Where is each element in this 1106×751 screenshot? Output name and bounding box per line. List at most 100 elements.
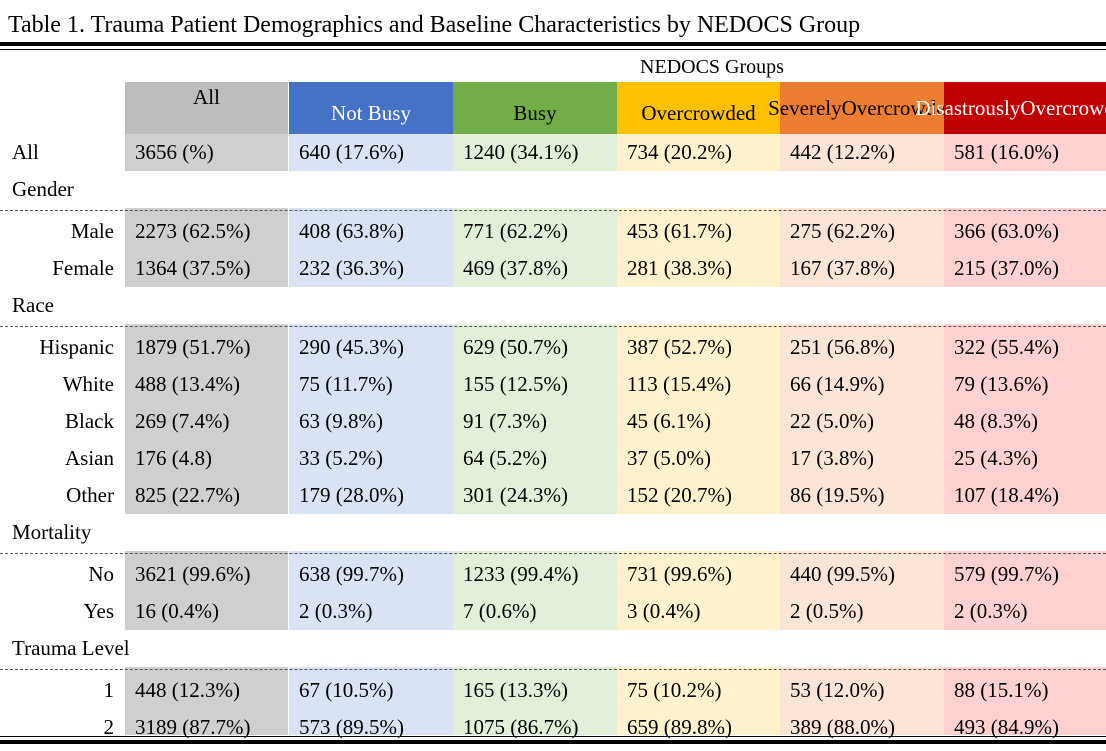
section-title: Race <box>12 293 54 317</box>
group-header-label: NEDOCS Groups <box>640 56 784 78</box>
cell-all: 16 (0.4%) <box>135 599 219 623</box>
table-row: Other 825 (22.7%) 179 (28.0%) 301 (24.3%) 15… <box>0 477 1106 514</box>
table-row: No 3621 (99.6%) 638 (99.7%) 1233 (99.4%) 731… <box>0 556 1106 593</box>
column-header-all: All <box>125 82 288 134</box>
cell-notbusy: 573 (89.5%) <box>299 715 404 739</box>
row-label: No <box>88 562 114 586</box>
cell-notbusy: 75 (11.7%) <box>299 372 393 396</box>
table-row: Male 2273 (62.5%) 408 (63.8%) 771 (62.2%) 45… <box>0 213 1106 250</box>
row-label: Yes <box>83 599 114 623</box>
cell-severely: 440 (99.5%) <box>790 562 895 586</box>
table-title: Table 1. Trauma Patient Demographics and… <box>8 12 861 38</box>
cell-busy: 165 (13.3%) <box>463 678 568 702</box>
table-row: Female 1364 (37.5%) 232 (36.3%) 469 (37.8%)… <box>0 250 1106 287</box>
section-band <box>0 287 1106 324</box>
cell-severely: 167 (37.8%) <box>790 256 895 280</box>
cell-notbusy: 179 (28.0%) <box>299 483 404 507</box>
cell-busy: 469 (37.8%) <box>463 256 568 280</box>
cell-busy: 771 (62.2%) <box>463 219 568 243</box>
cell-all: 3621 (99.6%) <box>135 562 251 586</box>
cell-notbusy: 290 (45.3%) <box>299 335 404 359</box>
cell-all: 1879 (51.7%) <box>135 335 251 359</box>
all-row: All 3656 (%) 640 (17.6%) 1240 (34.1%) 734 (2… <box>0 134 1106 171</box>
column-header-line: Severely <box>768 96 842 120</box>
cell-severely: 53 (12.0%) <box>790 678 885 702</box>
column-header-overcrowded: Overcrowded <box>617 82 780 134</box>
cell-severely: 22 (5.0%) <box>790 409 874 433</box>
column-header-line: Overcrowded <box>1020 96 1106 120</box>
cell-overcrowded: 734 (20.2%) <box>627 140 732 164</box>
row-label: Black <box>65 409 114 433</box>
cell-overcrowded: 75 (10.2%) <box>627 678 722 702</box>
section-separator <box>0 553 1106 554</box>
cell-disastrously: 107 (18.4%) <box>954 483 1059 507</box>
column-header-line: Disastrously <box>915 96 1021 120</box>
cell-severely: 251 (56.8%) <box>790 335 895 359</box>
row-label: All <box>12 140 39 164</box>
cell-overcrowded: 659 (89.8%) <box>627 715 732 739</box>
section-title: Mortality <box>12 520 92 544</box>
cell-busy: 7 (0.6%) <box>463 599 537 623</box>
cell-busy: 155 (12.5%) <box>463 372 568 396</box>
row-label: 2 <box>103 715 115 739</box>
cell-severely: 66 (14.9%) <box>790 372 885 396</box>
table-row: Yes 16 (0.4%) 2 (0.3%) 7 (0.6%) 3 (0.4%) 2 (0… <box>0 593 1106 630</box>
section-band <box>0 171 1106 208</box>
cell-disastrously: 581 (16.0%) <box>954 140 1059 164</box>
table-row: 2 3189 (87.7%) 573 (89.5%) 1075 (86.7%) 659 … <box>0 709 1106 746</box>
cell-overcrowded: 387 (52.7%) <box>627 335 732 359</box>
section-separator <box>0 669 1106 670</box>
cell-busy: 64 (5.2%) <box>463 446 547 470</box>
row-label: Female <box>52 256 114 280</box>
cell-all: 3656 (%) <box>135 140 214 164</box>
cell-disastrously: 79 (13.6%) <box>954 372 1049 396</box>
cell-notbusy: 638 (99.7%) <box>299 562 404 586</box>
bottom-rule-thin <box>0 736 1106 737</box>
cell-severely: 86 (19.5%) <box>790 483 885 507</box>
cell-busy: 1075 (86.7%) <box>463 715 579 739</box>
row-label: White <box>62 372 114 396</box>
column-header-line: Overcrowded <box>841 96 956 120</box>
cell-all: 2273 (62.5%) <box>135 219 251 243</box>
cell-overcrowded: 731 (99.6%) <box>627 562 732 586</box>
cell-severely: 275 (62.2%) <box>790 219 895 243</box>
cell-overcrowded: 37 (5.0%) <box>627 446 711 470</box>
table-row: Black 269 (7.4%) 63 (9.8%) 91 (7.3%) 45 (6.1… <box>0 403 1106 440</box>
cell-all: 1364 (37.5%) <box>135 256 251 280</box>
section-band <box>0 630 1106 667</box>
cell-notbusy: 2 (0.3%) <box>299 599 373 623</box>
table-row: White 488 (13.4%) 75 (11.7%) 155 (12.5%) 113… <box>0 366 1106 403</box>
cell-busy: 91 (7.3%) <box>463 409 547 433</box>
cell-overcrowded: 453 (61.7%) <box>627 219 732 243</box>
section-separator <box>0 326 1106 327</box>
cell-overcrowded: 45 (6.1%) <box>627 409 711 433</box>
section-separator <box>0 210 1106 211</box>
column-header-line: All <box>193 85 220 109</box>
section-title: Gender <box>12 177 74 201</box>
cell-severely: 2 (0.5%) <box>790 599 864 623</box>
cell-overcrowded: 152 (20.7%) <box>627 483 732 507</box>
row-label: Other <box>66 483 114 507</box>
row-label: Hispanic <box>39 335 114 359</box>
bottom-rule-thick <box>0 740 1106 744</box>
cell-disastrously: 579 (99.7%) <box>954 562 1059 586</box>
section-title: Trauma Level <box>12 636 130 660</box>
table-row: Asian 176 (4.8) 33 (5.2%) 64 (5.2%) 37 (5.0%… <box>0 440 1106 477</box>
cell-notbusy: 408 (63.8%) <box>299 219 404 243</box>
column-header-line: Busy <box>513 101 557 125</box>
cell-overcrowded: 3 (0.4%) <box>627 599 701 623</box>
cell-disastrously: 2 (0.3%) <box>954 599 1028 623</box>
cell-busy: 301 (24.3%) <box>463 483 568 507</box>
row-label: Male <box>70 219 114 243</box>
column-header-line: Overcrowded <box>641 101 756 125</box>
row-label: Asian <box>65 446 114 470</box>
cell-all: 176 (4.8) <box>135 446 212 470</box>
cell-overcrowded: 281 (38.3%) <box>627 256 732 280</box>
cell-severely: 442 (12.2%) <box>790 140 895 164</box>
cell-disastrously: 48 (8.3%) <box>954 409 1038 433</box>
cell-notbusy: 640 (17.6%) <box>299 140 404 164</box>
cell-notbusy: 63 (9.8%) <box>299 409 383 433</box>
cell-disastrously: 215 (37.0%) <box>954 256 1059 280</box>
top-rule-thin <box>0 49 1106 50</box>
cell-all: 269 (7.4%) <box>135 409 230 433</box>
